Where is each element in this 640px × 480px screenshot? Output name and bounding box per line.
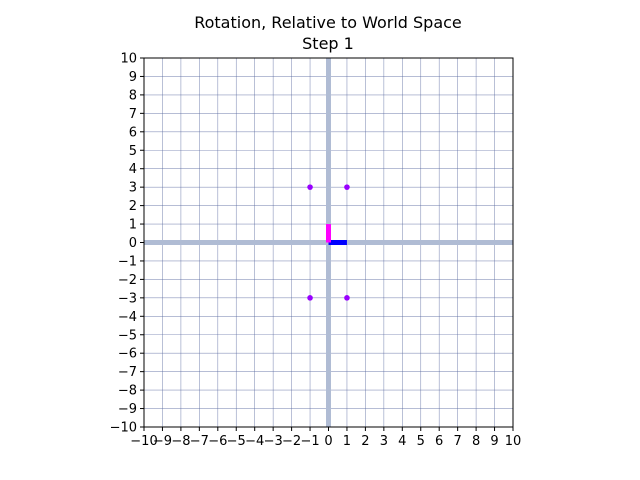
y-tick-label: 1 [129, 218, 137, 233]
x-tick-label: 0 [324, 434, 332, 449]
data-point [344, 184, 350, 190]
x-tick-label: −1 [300, 434, 319, 449]
x-tick-label: 9 [490, 434, 498, 449]
chart-title: Rotation, Relative to World Space [194, 13, 462, 32]
y-tick-label: 5 [129, 144, 137, 159]
y-tick-label: −6 [118, 347, 137, 362]
y-tick-label: 4 [129, 162, 137, 177]
y-tick-label: 0 [129, 236, 137, 251]
x-tick-label: 4 [398, 434, 406, 449]
data-point [344, 295, 350, 301]
y-tick-label: −3 [118, 291, 137, 306]
x-tick-label: 3 [380, 434, 388, 449]
y-tick-label: 10 [120, 52, 137, 67]
chart-subtitle: Step 1 [302, 34, 354, 53]
x-tick-label: 5 [417, 434, 425, 449]
y-tick-label: −9 [118, 402, 137, 417]
data-point [307, 184, 313, 190]
y-tick-label: 9 [129, 70, 137, 85]
x-tick-label: 6 [435, 434, 443, 449]
x-axis-ticks: −10−9 −8 −7 −6 −5 −4 −3 −2 −1 0 1 2 3 4 5 6 7 8 9 10 [130, 427, 521, 449]
x-tick-label: −6 [208, 434, 227, 449]
x-tick-label: 7 [454, 434, 462, 449]
x-tick-label: −8 [171, 434, 190, 449]
y-tick-label: 2 [129, 199, 137, 214]
y-tick-label: −7 [118, 365, 137, 380]
y-tick-label: 3 [129, 181, 137, 196]
x-tick-label: −7 [190, 434, 209, 449]
x-tick-label: −5 [227, 434, 246, 449]
y-tick-label: 7 [129, 107, 137, 122]
x-tick-label: −3 [264, 434, 283, 449]
x-tick-label: 2 [361, 434, 369, 449]
y-tick-label: −8 [118, 384, 137, 399]
x-tick-label: 10 [505, 434, 522, 449]
y-tick-label: −5 [118, 328, 137, 343]
x-tick-label: −2 [282, 434, 301, 449]
x-tick-label: −10 [130, 434, 157, 449]
x-tick-label: −4 [245, 434, 264, 449]
x-tick-label: 8 [472, 434, 480, 449]
y-tick-label: 8 [129, 88, 137, 103]
y-tick-label: 6 [129, 125, 137, 140]
x-tick-label: −9 [153, 434, 172, 449]
data-points [307, 184, 350, 301]
x-tick-label: 1 [343, 434, 351, 449]
local-axes [326, 224, 347, 245]
y-tick-label: −2 [118, 273, 137, 288]
y-tick-label: −1 [118, 254, 137, 269]
y-tick-label: −4 [118, 310, 137, 325]
data-point [307, 295, 313, 301]
y-tick-label: −10 [110, 421, 137, 436]
